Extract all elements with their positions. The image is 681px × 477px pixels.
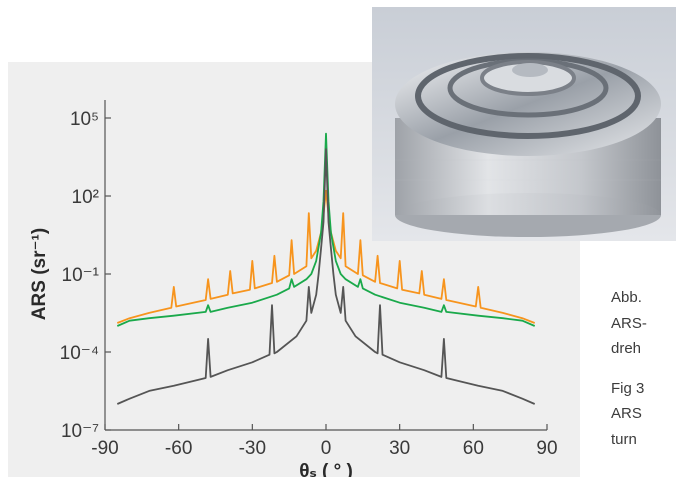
series-line [116, 189, 536, 324]
caption-line: dreh [611, 340, 641, 357]
series-line [116, 132, 536, 327]
x-tick-label: 0 [321, 438, 332, 459]
plot: 10⁻⁷ 10⁻⁴ 10⁻¹ 10² 10⁵ -90 -60 -30 0 30 60 90 θₛ ( °… [29, 100, 558, 477]
x-tick-label: 30 [389, 438, 410, 459]
caption: Abb. ARS- dreh Fig 3 ARS turn [611, 289, 647, 448]
caption-line: turn [611, 431, 637, 448]
x-tick-label: 60 [463, 438, 484, 459]
caption-line: ARS [611, 405, 642, 422]
series-line [116, 148, 536, 405]
photo [372, 7, 676, 241]
caption-line: Fig 3 [611, 380, 644, 397]
y-tick-label: 10⁵ [70, 109, 99, 130]
y-tick-label: 10² [72, 187, 99, 208]
x-tick-label: -90 [91, 438, 118, 459]
y-tick-label: 10⁻¹ [62, 265, 100, 286]
x-tick-label: -30 [239, 438, 266, 459]
x-axis-title: θₛ ( ° ) [299, 461, 353, 477]
x-tick-label: -60 [165, 438, 192, 459]
x-tick-label: 90 [536, 438, 557, 459]
y-tick-label: 10⁻⁴ [60, 343, 99, 364]
y-tick-label: 10⁻⁷ [61, 421, 99, 442]
caption-line: Abb. [611, 289, 642, 306]
y-axis-title: ARS (sr⁻¹) [29, 228, 50, 320]
caption-line: ARS- [611, 315, 647, 332]
